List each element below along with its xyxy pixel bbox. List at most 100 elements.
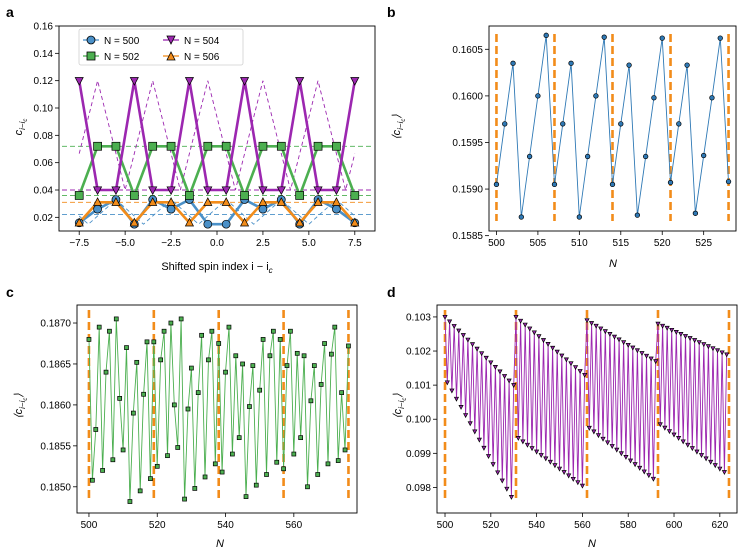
panel-a-y-tick-label: 0.04 — [34, 186, 54, 197]
panel-d-data-point — [591, 429, 597, 435]
panel-d-data-point — [595, 433, 602, 439]
panel-d-data-point — [682, 334, 689, 339]
panel-a-data-point — [332, 141, 341, 151]
panel-c-data-point — [171, 402, 177, 408]
panel-a-data-point — [331, 197, 341, 206]
panel-b-data-point — [568, 60, 574, 66]
panel-d-data-point — [703, 456, 709, 462]
panel-c-data-point — [113, 316, 119, 322]
panel-c-data-point — [342, 447, 348, 453]
panel-d-data-point — [611, 334, 618, 340]
panel-a-data-point — [93, 141, 102, 151]
legend-entry-n500: N = 500 — [83, 35, 140, 47]
panel-b-data-point — [601, 34, 607, 40]
legend-frame — [78, 28, 244, 66]
panel-a-data-point — [111, 141, 121, 151]
panel-d-data-point — [442, 314, 448, 320]
panel-a-data-point — [331, 186, 341, 196]
panel-d-data-point — [453, 396, 460, 402]
panel-c-data-point — [195, 390, 201, 395]
panel-d-data-point — [469, 342, 476, 348]
panel-c-data-point — [339, 390, 344, 395]
panel-b-y-tick-label: 0.1590 — [452, 185, 483, 196]
panel-c-data-point — [346, 343, 351, 349]
panel-c-y-axis-label: ⟨ci−ic⟩ — [13, 393, 29, 419]
panel-b-data-point — [692, 210, 699, 216]
panel-c-data-point — [199, 332, 204, 338]
panel-b-data-point — [502, 121, 508, 127]
panel-d-data-point — [501, 374, 508, 379]
panel-d-data-point — [653, 359, 659, 365]
panel-c-data-point — [96, 324, 102, 330]
panel-d-data-point — [572, 365, 579, 371]
panel-a-data-point — [166, 186, 176, 196]
panel-a-x-tick-label: 2.5 — [256, 238, 270, 249]
svg-text:N = 502: N = 502 — [104, 52, 140, 63]
panel-b-y-tick-label: 0.1605 — [452, 45, 483, 56]
panel-d-data-point — [602, 329, 608, 335]
panel-a-data-point — [203, 219, 213, 229]
panel-c-data-point — [264, 472, 269, 477]
panel-c-data-point — [148, 476, 153, 481]
panel-c-data-point — [154, 463, 160, 469]
panel-c-x-axis-label: N — [216, 538, 224, 550]
panel-d-data-point — [639, 351, 645, 357]
panel-d-data-point — [694, 449, 700, 455]
panel-c-data-point — [124, 345, 129, 350]
panel-a-data-point — [276, 141, 286, 151]
panel-c-data-point — [267, 353, 273, 359]
panel-d-data-point — [543, 456, 549, 462]
panel-c-data-point — [212, 461, 218, 467]
panel-c-data-point — [322, 341, 327, 346]
panel-b-x-tick-label: 515 — [612, 238, 629, 249]
panel-d-data-point — [556, 466, 563, 472]
panel-d-data-point — [659, 323, 666, 329]
panel-b-data-point — [643, 153, 649, 160]
panel-a-x-axis-label: Shifted spin index i − ic — [161, 261, 272, 275]
panel-a-data-point — [74, 77, 84, 86]
panel-b-data-point — [717, 35, 723, 41]
panel-c-y-tick-label: 0.1850 — [40, 482, 71, 493]
panel-d-data-point — [589, 321, 595, 327]
panel-a-y-tick-label: 0.06 — [34, 158, 54, 169]
panel-a-data-point — [74, 191, 84, 200]
panel-d-data-point — [465, 337, 471, 343]
panel-c-data-point — [165, 453, 170, 459]
panel-c-data-point — [168, 320, 174, 326]
panel-c-data-point — [311, 363, 317, 368]
panel-d-data-point — [710, 346, 716, 352]
panel-c-data-point — [291, 451, 297, 457]
panel-c-data-point — [250, 363, 256, 368]
panel-d-label: d — [387, 284, 396, 300]
panel-d-data-point — [472, 429, 478, 435]
panel-c-data-point — [158, 357, 164, 363]
panel-c-data-point — [257, 387, 263, 393]
panel-a-y-tick-label: 0.12 — [34, 76, 54, 87]
panel-d-data-point — [554, 349, 560, 355]
panel-d-data-point — [474, 346, 480, 352]
panel-d-data-point — [609, 444, 615, 450]
panel-d-data-point — [483, 355, 489, 361]
panel-d-data-point — [497, 369, 503, 375]
panel-c-data-point — [178, 316, 184, 322]
panel-c-data-point — [130, 410, 136, 416]
panel-c-data-point — [86, 337, 92, 342]
panel-d-data-point — [586, 425, 592, 431]
panel-b-data-point — [593, 93, 599, 99]
legend-entry-n502: N = 502 — [83, 51, 140, 63]
panel-a-data-point — [295, 191, 305, 200]
panel-d-data-point — [641, 469, 647, 475]
panel-a-data-point — [239, 77, 250, 86]
panel-d-data-point — [643, 353, 650, 359]
panel-c-data-point — [247, 404, 252, 409]
panel-c-data-point — [127, 499, 133, 504]
panel-d-data-point — [570, 476, 576, 482]
panel-b-label: b — [387, 4, 396, 20]
panel-b-y-tick-label: 0.1585 — [452, 231, 483, 242]
panel-b-y-tick-label: 0.1600 — [452, 91, 483, 102]
panel-a-data-point — [332, 204, 341, 214]
panel-a-data-point — [129, 77, 139, 86]
panel-c-data-point — [100, 468, 105, 473]
panel-b-data-point — [634, 212, 641, 218]
panel-d-data-point — [676, 436, 682, 441]
